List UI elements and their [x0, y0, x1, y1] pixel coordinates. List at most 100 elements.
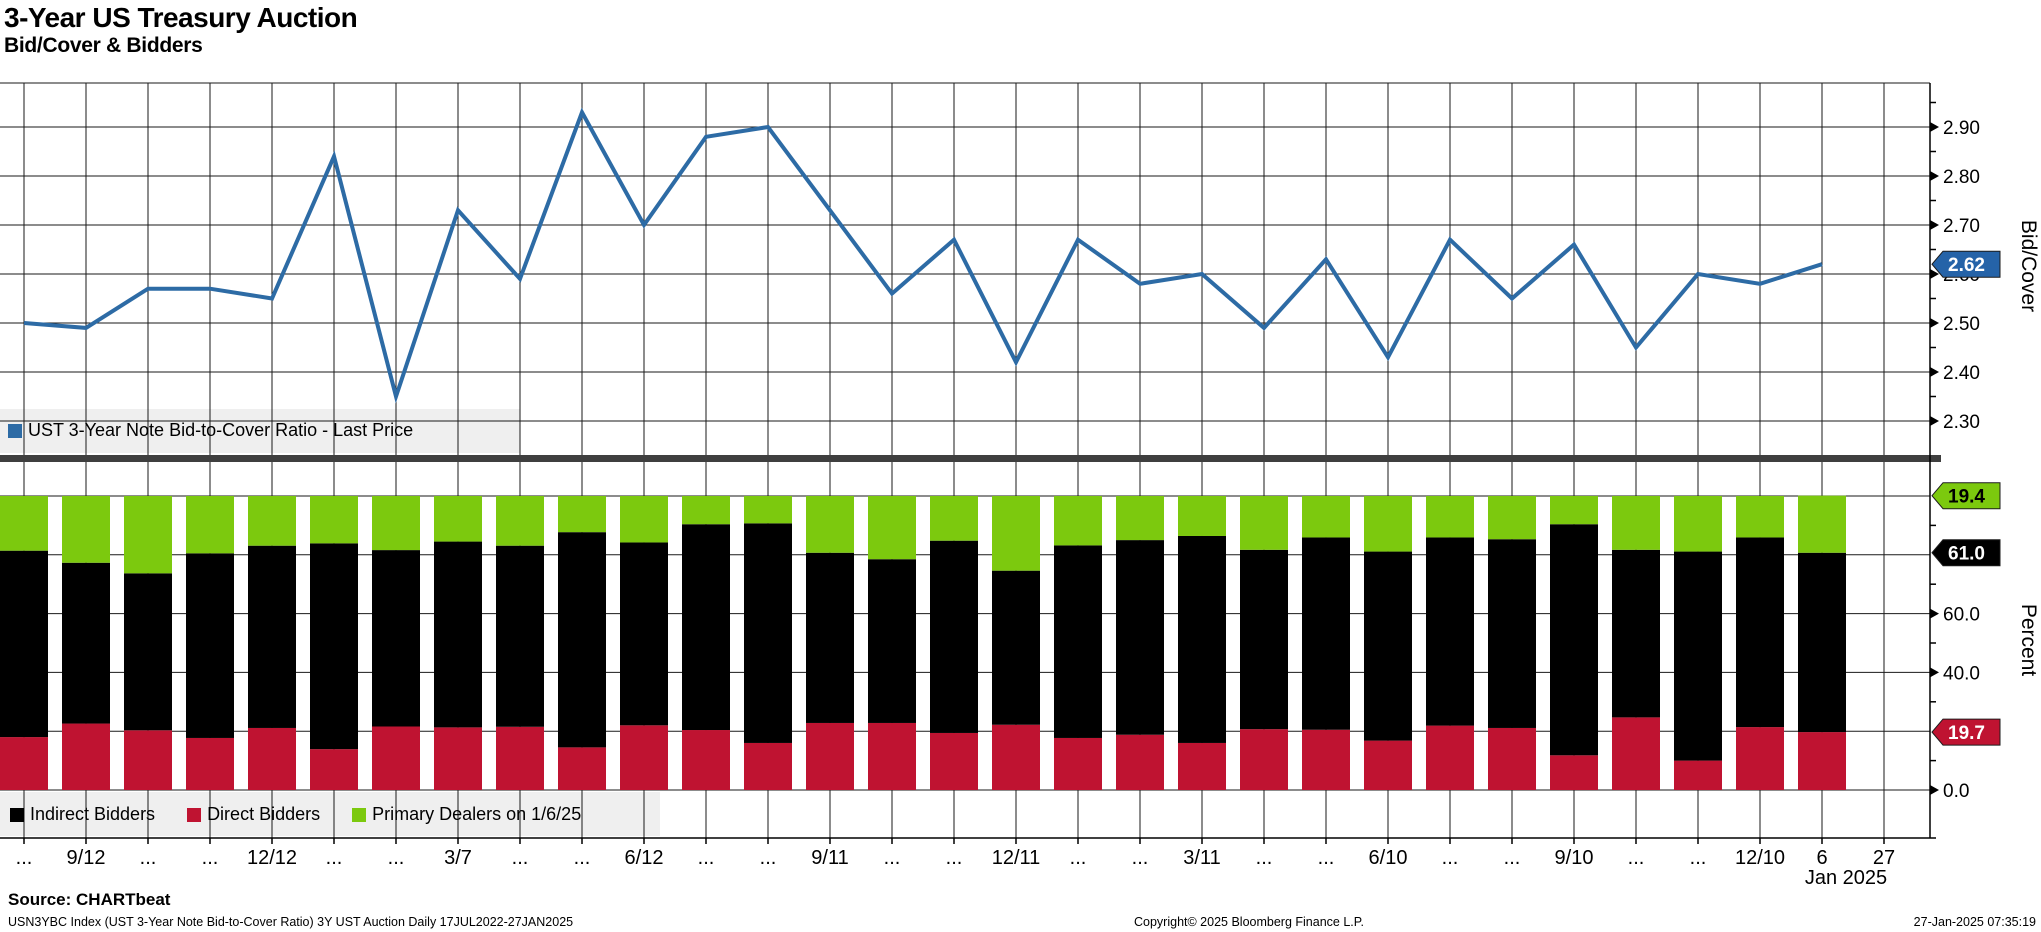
bar-segment-direct[interactable] [1736, 727, 1784, 790]
bar-segment-direct[interactable] [1798, 732, 1846, 790]
bar-segment-indirect[interactable] [1116, 540, 1164, 735]
bar-segment-primary[interactable] [620, 496, 668, 543]
bar-segment-direct[interactable] [1054, 737, 1102, 790]
bar-segment-direct[interactable] [682, 730, 730, 790]
bar-segment-primary[interactable] [1364, 496, 1412, 552]
bar-segment-indirect[interactable] [1736, 537, 1784, 728]
bar-segment-direct[interactable] [1612, 717, 1660, 790]
bar-segment-indirect[interactable] [1674, 551, 1722, 761]
bar-segment-direct[interactable] [62, 723, 110, 790]
bar-segment-direct[interactable] [992, 724, 1040, 790]
bar-segment-direct[interactable] [868, 722, 916, 790]
bar-segment-primary[interactable] [248, 496, 296, 546]
bar-segment-indirect[interactable] [372, 550, 420, 727]
bar-segment-direct[interactable] [1426, 725, 1474, 790]
bar-segment-direct[interactable] [1302, 729, 1350, 790]
bar-segment-indirect[interactable] [62, 562, 110, 724]
bar-segment-primary[interactable] [1674, 496, 1722, 552]
bar-segment-indirect[interactable] [1550, 524, 1598, 756]
bar-segment-direct[interactable] [1116, 734, 1164, 790]
bar-segment-indirect[interactable] [0, 550, 48, 738]
bar-segment-direct[interactable] [1550, 755, 1598, 790]
last-value-tag[interactable]: 2.62 [1931, 250, 2001, 278]
bar-segment-direct[interactable] [558, 747, 606, 790]
bar-segment-direct[interactable] [496, 726, 544, 790]
bar-segment-primary[interactable] [1426, 496, 1474, 538]
bar-segment-indirect[interactable] [1178, 535, 1226, 743]
bar-segment-indirect[interactable] [124, 573, 172, 731]
bar-segment-indirect[interactable] [1364, 551, 1412, 741]
panel-separator[interactable] [0, 455, 1941, 462]
bar-segment-indirect[interactable] [310, 543, 358, 750]
bar-segment-direct[interactable] [434, 727, 482, 790]
bar-segment-primary[interactable] [1240, 496, 1288, 550]
bar-segment-primary[interactable] [1054, 496, 1102, 546]
bar-segment-primary[interactable] [1116, 496, 1164, 541]
bar-segment-primary[interactable] [186, 496, 234, 554]
bar-segment-primary[interactable] [124, 496, 172, 574]
bar-segment-direct[interactable] [620, 725, 668, 790]
bar-segment-indirect[interactable] [682, 524, 730, 731]
bar-segment-direct[interactable] [372, 726, 420, 790]
bar-segment-primary[interactable] [1550, 496, 1598, 525]
bar-segment-direct[interactable] [744, 742, 792, 790]
bar-segment-indirect[interactable] [248, 545, 296, 728]
bar-segment-direct[interactable] [930, 732, 978, 790]
bar-segment-primary[interactable] [1302, 496, 1350, 538]
bar-segment-direct[interactable] [186, 737, 234, 790]
bar-segment-primary[interactable] [310, 496, 358, 544]
bar-segment-primary[interactable] [744, 496, 792, 524]
legend-item-direct-bidders[interactable]: Direct Bidders [187, 804, 320, 825]
bar-segment-primary[interactable] [62, 496, 110, 563]
bar-segment-indirect[interactable] [620, 542, 668, 726]
legend-item-primary-dealers[interactable]: Primary Dealers on 1/6/25 [352, 804, 581, 825]
bar-segment-primary[interactable] [1612, 496, 1660, 550]
legend-item-indirect-bidders[interactable]: Indirect Bidders [10, 804, 155, 825]
bar-segment-indirect[interactable] [1798, 552, 1846, 733]
bar-segment-primary[interactable] [0, 496, 48, 551]
bar-segment-indirect[interactable] [1426, 537, 1474, 726]
bar-segment-primary[interactable] [806, 496, 854, 553]
bar-segment-indirect[interactable] [186, 553, 234, 738]
bar-segment-direct[interactable] [1240, 729, 1288, 790]
bar-segment-indirect[interactable] [1240, 549, 1288, 730]
line-legend[interactable]: UST 3-Year Note Bid-to-Cover Ratio - Las… [8, 420, 413, 441]
bar-segment-primary[interactable] [558, 496, 606, 533]
bar-segment-primary[interactable] [1798, 495, 1846, 553]
bar-segment-direct[interactable] [806, 722, 854, 790]
bar-segment-direct[interactable] [310, 749, 358, 790]
last-value-tag[interactable]: 19.7 [1931, 718, 2001, 746]
bar-segment-indirect[interactable] [868, 559, 916, 723]
bar-segment-indirect[interactable] [992, 570, 1040, 725]
last-value-tag[interactable]: 61.0 [1931, 539, 2001, 567]
bar-segment-indirect[interactable] [1488, 539, 1536, 728]
bar-segment-direct[interactable] [1364, 740, 1412, 790]
bar-segment-indirect[interactable] [1302, 537, 1350, 730]
bar-segment-direct[interactable] [248, 727, 296, 790]
last-value-tag[interactable]: 19.4 [1931, 482, 2001, 510]
bar-segment-primary[interactable] [434, 496, 482, 542]
bar-segment-primary[interactable] [1178, 496, 1226, 536]
bar-segment-primary[interactable] [868, 496, 916, 560]
bar-segment-indirect[interactable] [558, 532, 606, 748]
bar-segment-primary[interactable] [496, 496, 544, 546]
bar-segment-indirect[interactable] [1054, 545, 1102, 738]
bar-segment-indirect[interactable] [744, 523, 792, 743]
bar-segment-indirect[interactable] [1612, 549, 1660, 718]
bar-segment-indirect[interactable] [930, 540, 978, 733]
bar-segment-primary[interactable] [930, 496, 978, 541]
bar-segment-indirect[interactable] [806, 552, 854, 723]
bar-segment-direct[interactable] [1674, 760, 1722, 790]
bar-segment-direct[interactable] [124, 730, 172, 790]
bar-segment-primary[interactable] [682, 496, 730, 525]
bar-segment-primary[interactable] [372, 496, 420, 551]
bar-segment-primary[interactable] [1488, 496, 1536, 540]
bar-segment-direct[interactable] [1488, 727, 1536, 790]
bar-segment-direct[interactable] [1178, 742, 1226, 790]
bar-segment-primary[interactable] [992, 496, 1040, 571]
bar-segment-indirect[interactable] [434, 541, 482, 728]
bid-to-cover-line[interactable] [23, 107, 1823, 404]
bar-segment-direct[interactable] [0, 737, 48, 790]
bar-segment-primary[interactable] [1736, 496, 1784, 538]
bar-segment-indirect[interactable] [496, 545, 544, 727]
